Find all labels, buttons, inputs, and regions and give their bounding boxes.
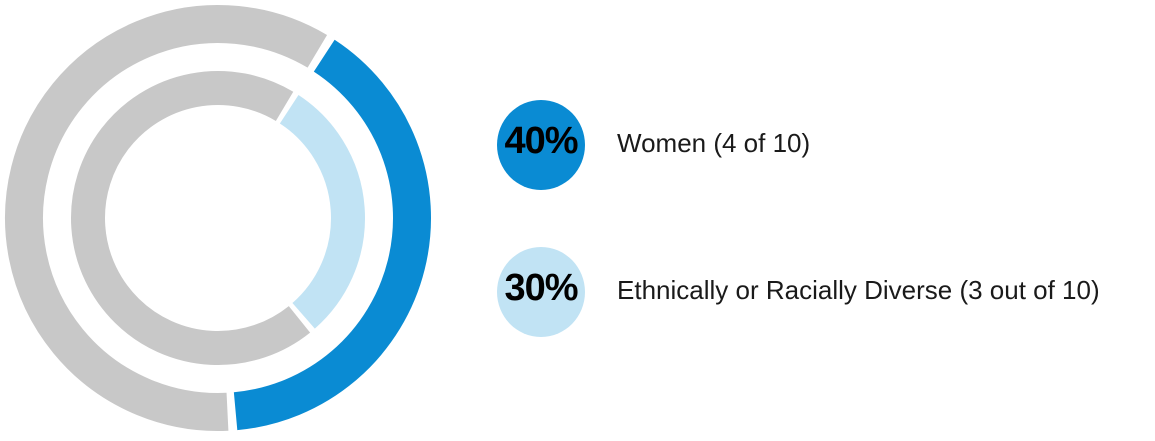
legend-label: Ethnically or Racially Diverse (3 out of… xyxy=(617,275,1100,305)
legend-value: 30% xyxy=(504,267,577,309)
ring-segment xyxy=(279,95,365,329)
legend-swatch xyxy=(497,247,585,337)
ring-track xyxy=(71,71,311,365)
legend-value: 40% xyxy=(504,120,577,162)
legend-swatch xyxy=(497,100,585,190)
ring-segment xyxy=(233,39,431,431)
ring-track xyxy=(5,5,328,431)
legend-label: Women (4 of 10) xyxy=(617,128,810,158)
